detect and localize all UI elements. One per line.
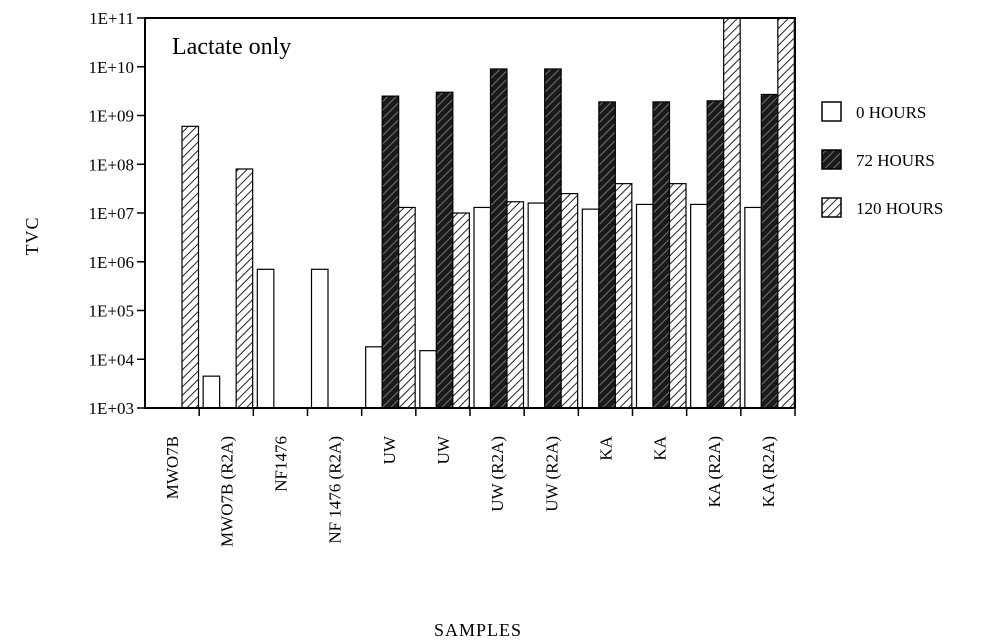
bar-white-5 <box>419 350 437 409</box>
legend-swatch-dark-hatch <box>821 149 842 170</box>
bar-light-hatch-10 <box>723 17 741 409</box>
bar-light-hatch-8 <box>614 183 633 409</box>
bar-light-hatch-0 <box>181 125 200 409</box>
bar-dark-hatch-8 <box>598 101 616 409</box>
bar-white-3 <box>310 268 329 409</box>
legend-label: 72 HOURS <box>856 151 935 170</box>
y-tick-label: 1E+11 <box>89 9 134 28</box>
x-tick-label: MWO7B <box>163 436 182 499</box>
x-tick-label: KA (R2A) <box>705 436 724 507</box>
bar-white-9 <box>635 203 654 409</box>
bars-group <box>181 17 795 409</box>
x-tick-label: KA <box>596 435 615 460</box>
x-tick-label: KA <box>651 435 670 460</box>
y-tick-label: 1E+07 <box>89 204 135 223</box>
x-tick-label: NF 1476 (R2A) <box>326 436 345 544</box>
bar-white-1 <box>202 375 221 409</box>
bar-white-6 <box>473 206 492 409</box>
x-tick-label: MWO7B (R2A) <box>217 436 236 547</box>
x-tick-label: NF1476 <box>271 436 290 492</box>
bar-light-hatch-7 <box>560 193 579 409</box>
bar-dark-hatch-7 <box>544 68 562 409</box>
x-tick-label: UW <box>434 435 453 464</box>
x-axis-ticks: MWO7B MWO7B (R2A) NF1476 NF 1476 (R2A) UW UW U… <box>163 408 796 547</box>
chart-annotation: Lactate only <box>172 34 291 60</box>
y-tick-label: 1E+04 <box>89 350 135 369</box>
legend: 0 HOURS 72 HOURS 120 HOURS <box>821 101 943 218</box>
x-tick-label: UW <box>380 435 399 464</box>
bar-light-hatch-11 <box>777 17 795 409</box>
y-tick-label: 1E+10 <box>89 58 134 77</box>
y-tick-label: 1E+03 <box>89 399 134 418</box>
x-axis-title: SAMPLES <box>434 620 522 640</box>
bar-dark-hatch-11 <box>760 93 779 409</box>
y-tick-label: 1E+09 <box>89 107 134 126</box>
plot-frame <box>144 17 796 409</box>
y-tick-label: 1E+06 <box>89 253 134 272</box>
legend-label: 120 HOURS <box>856 199 943 218</box>
y-tick-label: 1E+05 <box>89 302 134 321</box>
bar-dark-hatch-4 <box>381 95 400 409</box>
bar-dark-hatch-5 <box>435 91 454 409</box>
bar-dark-hatch-9 <box>652 101 671 409</box>
bar-light-hatch-9 <box>668 183 687 409</box>
bar-white-8 <box>581 208 600 409</box>
legend-swatch-light-hatch <box>821 197 842 218</box>
y-axis-title: TVC <box>22 217 42 256</box>
bar-white-11 <box>744 206 762 409</box>
x-tick-label: UW (R2A) <box>488 436 507 512</box>
bar-light-hatch-6 <box>506 201 525 409</box>
bar-white-10 <box>690 203 708 409</box>
legend-label: 0 HOURS <box>856 103 926 122</box>
x-tick-label: KA (R2A) <box>759 436 778 507</box>
bar-light-hatch-4 <box>398 206 416 409</box>
bar-white-2 <box>256 268 275 409</box>
bar-light-hatch-5 <box>452 212 470 409</box>
bar-white-4 <box>365 346 383 409</box>
bar-light-hatch-1 <box>235 168 254 409</box>
legend-swatch-white <box>821 101 842 122</box>
y-tick-label: 1E+08 <box>89 155 134 174</box>
x-tick-label: UW (R2A) <box>542 436 561 512</box>
bar-dark-hatch-6 <box>489 68 508 409</box>
y-axis-ticks: 1E+03 1E+04 1E+05 1E+06 1E+07 1E+08 1E+09 1E+10… <box>89 9 145 418</box>
bar-white-7 <box>527 202 546 409</box>
bar-dark-hatch-10 <box>706 100 725 409</box>
